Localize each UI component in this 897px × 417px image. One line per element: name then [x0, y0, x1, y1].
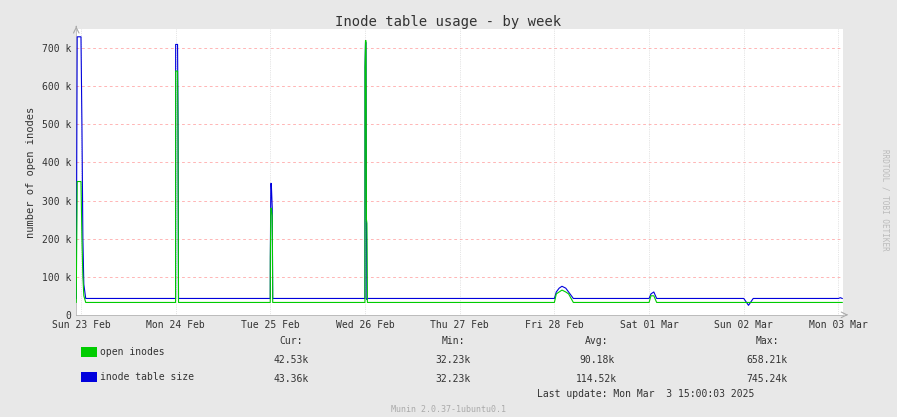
Text: 658.21k: 658.21k [746, 355, 788, 365]
Text: 32.23k: 32.23k [435, 355, 471, 365]
Text: 43.36k: 43.36k [274, 374, 309, 384]
Text: 745.24k: 745.24k [746, 374, 788, 384]
Text: Inode table usage - by week: Inode table usage - by week [335, 15, 562, 29]
Text: Cur:: Cur: [280, 336, 303, 346]
Text: Munin 2.0.37-1ubuntu0.1: Munin 2.0.37-1ubuntu0.1 [391, 405, 506, 414]
Text: RRDTOOL / TOBI OETIKER: RRDTOOL / TOBI OETIKER [881, 149, 890, 251]
Y-axis label: number of open inodes: number of open inodes [26, 106, 37, 238]
Text: Max:: Max: [755, 336, 779, 346]
Text: Avg:: Avg: [585, 336, 608, 346]
Text: Min:: Min: [441, 336, 465, 346]
Text: 42.53k: 42.53k [274, 355, 309, 365]
Text: 32.23k: 32.23k [435, 374, 471, 384]
Text: 114.52k: 114.52k [576, 374, 617, 384]
Text: inode table size: inode table size [100, 372, 195, 382]
Text: Last update: Mon Mar  3 15:00:03 2025: Last update: Mon Mar 3 15:00:03 2025 [537, 389, 754, 399]
Text: open inodes: open inodes [100, 347, 165, 357]
Text: 90.18k: 90.18k [579, 355, 614, 365]
